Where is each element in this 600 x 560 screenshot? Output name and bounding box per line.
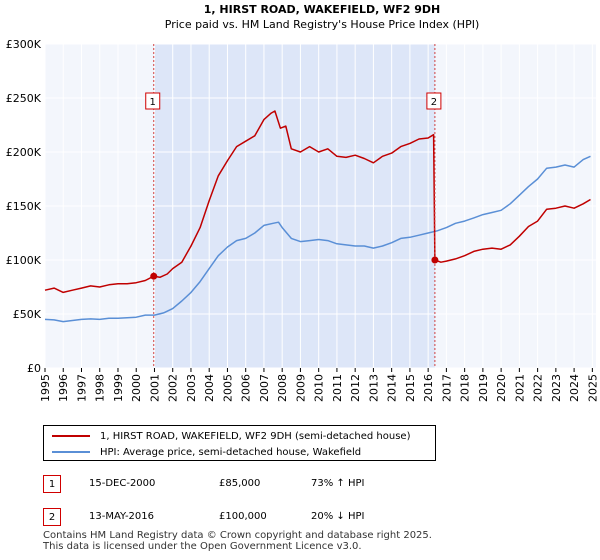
x-tick-label: 2008 [276,374,289,402]
sale-point [150,272,158,280]
x-tick-label: 2002 [167,374,180,402]
transaction-hpi-change: 20% ↓ HPI [311,511,365,522]
x-tick-label: 2006 [240,374,253,402]
x-tick-label: 2000 [130,374,143,402]
transaction-date: 13-MAY-2016 [89,511,155,522]
y-tick-label: £200K [6,146,42,159]
axis-labels: £0 £50K £100K £150K £200K £250K £300K 1995 1996 1… [6,38,600,402]
x-tick-label: 2018 [459,374,472,402]
transaction-price: £85,000 [219,478,261,489]
legend-swatch-hpi [52,451,90,453]
x-tick-label: 2023 [550,374,563,402]
x-tick-label: 2014 [386,374,399,402]
x-tick-label: 2020 [495,374,508,402]
sale-marker-label: 2 [431,97,437,108]
y-tick-label: £50K [13,308,42,321]
y-tick-label: £250K [6,92,42,105]
x-tick-label: 2012 [349,374,362,402]
sale-marker-box [145,92,161,110]
attribution-footer: Contains HM Land Registry data © Crown c… [43,530,432,552]
x-tick-label: 2009 [294,374,307,402]
legend: 1, HIRST ROAD, WAKEFIELD, WF2 9DH (semi-… [43,425,436,461]
x-tick-label: 1998 [94,374,107,402]
x-tick-label: 2019 [477,374,490,402]
x-tick-label: 2011 [331,374,344,402]
sale-marker-label: 1 [150,97,156,108]
price-chart: 1, HIRST ROAD, WAKEFIELD, WF2 9DH Price … [6,3,600,402]
x-tick-label: 2025 [586,374,599,402]
transaction-date: 15-DEC-2000 [89,478,156,489]
x-tick-label: 2005 [221,374,234,402]
x-tick-label: 2010 [313,374,326,402]
hpi-series-line [44,155,591,323]
legend-item-hpi: HPI: Average price, semi-detached house,… [52,444,361,460]
y-tick-label: £150K [6,200,42,213]
x-tick-label: 2022 [532,374,545,402]
transaction-number-badge: 1 [43,475,61,493]
x-tick-label: 1999 [112,374,125,402]
series-lines [44,110,591,323]
property-series-line [44,110,591,294]
legend-label-hpi: HPI: Average price, semi-detached house,… [100,446,362,458]
legend-item-property: 1, HIRST ROAD, WAKEFIELD, WF2 9DH (semi-… [52,428,410,444]
x-tick-label: 2017 [440,374,453,402]
transaction-row: 2 13-MAY-2016 £100,000 20% ↓ HPI [43,508,423,526]
x-tick-label: 2007 [258,374,271,402]
legend-swatch-property [52,435,90,437]
x-tick-label: 2021 [513,374,526,402]
chart-title: 1, HIRST ROAD, WAKEFIELD, WF2 9DH [204,3,440,16]
y-tick-label: £0 [27,362,41,375]
transaction-hpi-change: 73% ↑ HPI [311,478,365,489]
grid-lines [44,43,596,369]
attribution-line-2: This data is licensed under the Open Gov… [43,541,362,552]
x-tick-label: 2024 [568,374,581,402]
legend-label-property: 1, HIRST ROAD, WAKEFIELD, WF2 9DH (semi-… [100,430,411,442]
x-tick-label: 2015 [404,374,417,402]
chart-subtitle: Price paid vs. HM Land Registry's House … [165,18,480,31]
y-tick-label: £300K [6,38,42,51]
x-tick-label: 1997 [75,374,88,402]
x-tick-label: 2003 [185,374,198,402]
x-tick-label: 2004 [203,374,216,402]
x-tick-label: 2016 [422,374,435,402]
transaction-row: 1 15-DEC-2000 £85,000 73% ↑ HPI [43,475,423,493]
x-tick-label: 1996 [57,374,70,402]
transaction-number-badge: 2 [43,508,61,526]
attribution-line-1: Contains HM Land Registry data © Crown c… [43,530,432,541]
x-tick-label: 2013 [367,374,380,402]
sale-marker-box [426,92,442,110]
transaction-price: £100,000 [219,511,267,522]
y-tick-label: £100K [6,254,42,267]
sale-point [431,256,439,264]
x-tick-label: 2001 [148,374,161,402]
x-tick-label: 1995 [39,374,52,402]
